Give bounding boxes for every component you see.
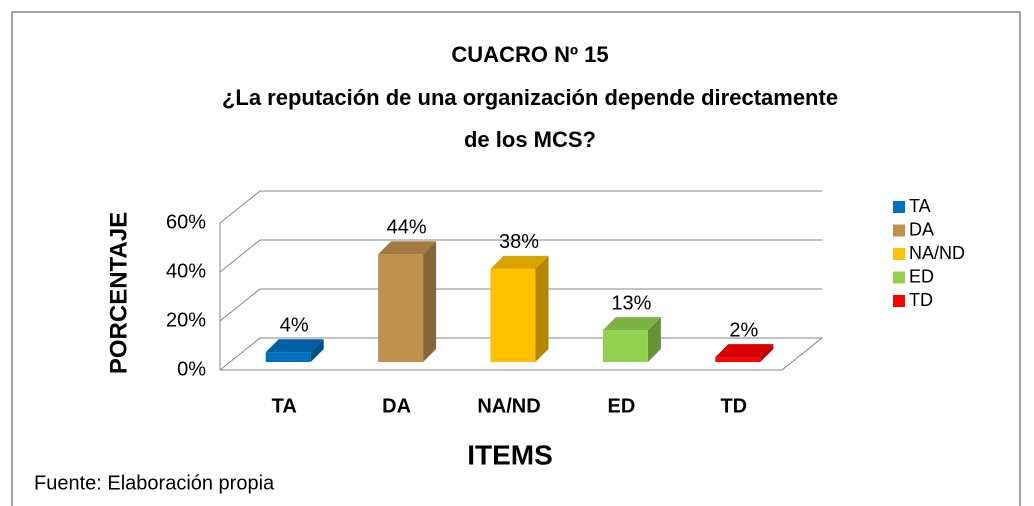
data-label: 13% [611, 292, 651, 314]
x-tick-label: ED [608, 395, 636, 417]
legend-swatch [893, 295, 905, 307]
grid-line [219, 337, 824, 371]
bar-side [423, 241, 437, 362]
bar-top [602, 317, 661, 331]
data-label: 38% [499, 231, 539, 253]
legend-swatch [893, 224, 905, 237]
y-tick-label: 60% [166, 211, 206, 233]
legend-swatch [893, 201, 905, 213]
x-tick-label: TD [720, 395, 747, 417]
bar [490, 268, 536, 362]
bar [715, 357, 761, 362]
x-axis-label: ITEMS [467, 439, 553, 470]
bar-top [490, 255, 549, 269]
bar [265, 352, 311, 362]
chart-title: de los MCS? [464, 127, 596, 152]
grid-line [219, 288, 822, 322]
legend-label: TA [909, 196, 931, 216]
y-tick-label: 0% [177, 358, 206, 380]
bar-side [535, 255, 549, 362]
legend-swatch [893, 271, 905, 284]
bar [378, 254, 424, 362]
chart-title: CUACRO Nº 15 [451, 42, 608, 67]
bar-top [715, 344, 774, 358]
x-tick-label: TA [272, 395, 297, 417]
data-label: 4% [280, 314, 309, 336]
legend-label: DA [909, 219, 934, 239]
bar-side [760, 344, 774, 362]
bar-top [378, 241, 437, 255]
legend-swatch [893, 248, 905, 260]
x-tick-label: NA/ND [477, 395, 540, 417]
chart-frame [11, 11, 1021, 506]
y-tick-label: 20% [166, 309, 206, 331]
data-label: 2% [729, 319, 758, 341]
grid-line [219, 239, 822, 273]
bar [602, 330, 648, 362]
y-axis-label: PORCENTAJE [105, 212, 132, 374]
grid-line [219, 190, 822, 224]
x-tick-label: DA [382, 395, 411, 417]
chart-title: ¿La reputación de una organización depen… [222, 85, 838, 110]
legend-label: NA/ND [909, 243, 965, 263]
bar-side [310, 339, 324, 362]
bar-top [265, 339, 324, 353]
data-label: 44% [387, 216, 427, 238]
y-tick-label: 40% [166, 260, 206, 282]
legend-label: TD [909, 290, 933, 310]
bar-side [647, 317, 661, 362]
legend-label: ED [909, 266, 934, 286]
source-note: Fuente: Elaboración propia [34, 472, 275, 494]
